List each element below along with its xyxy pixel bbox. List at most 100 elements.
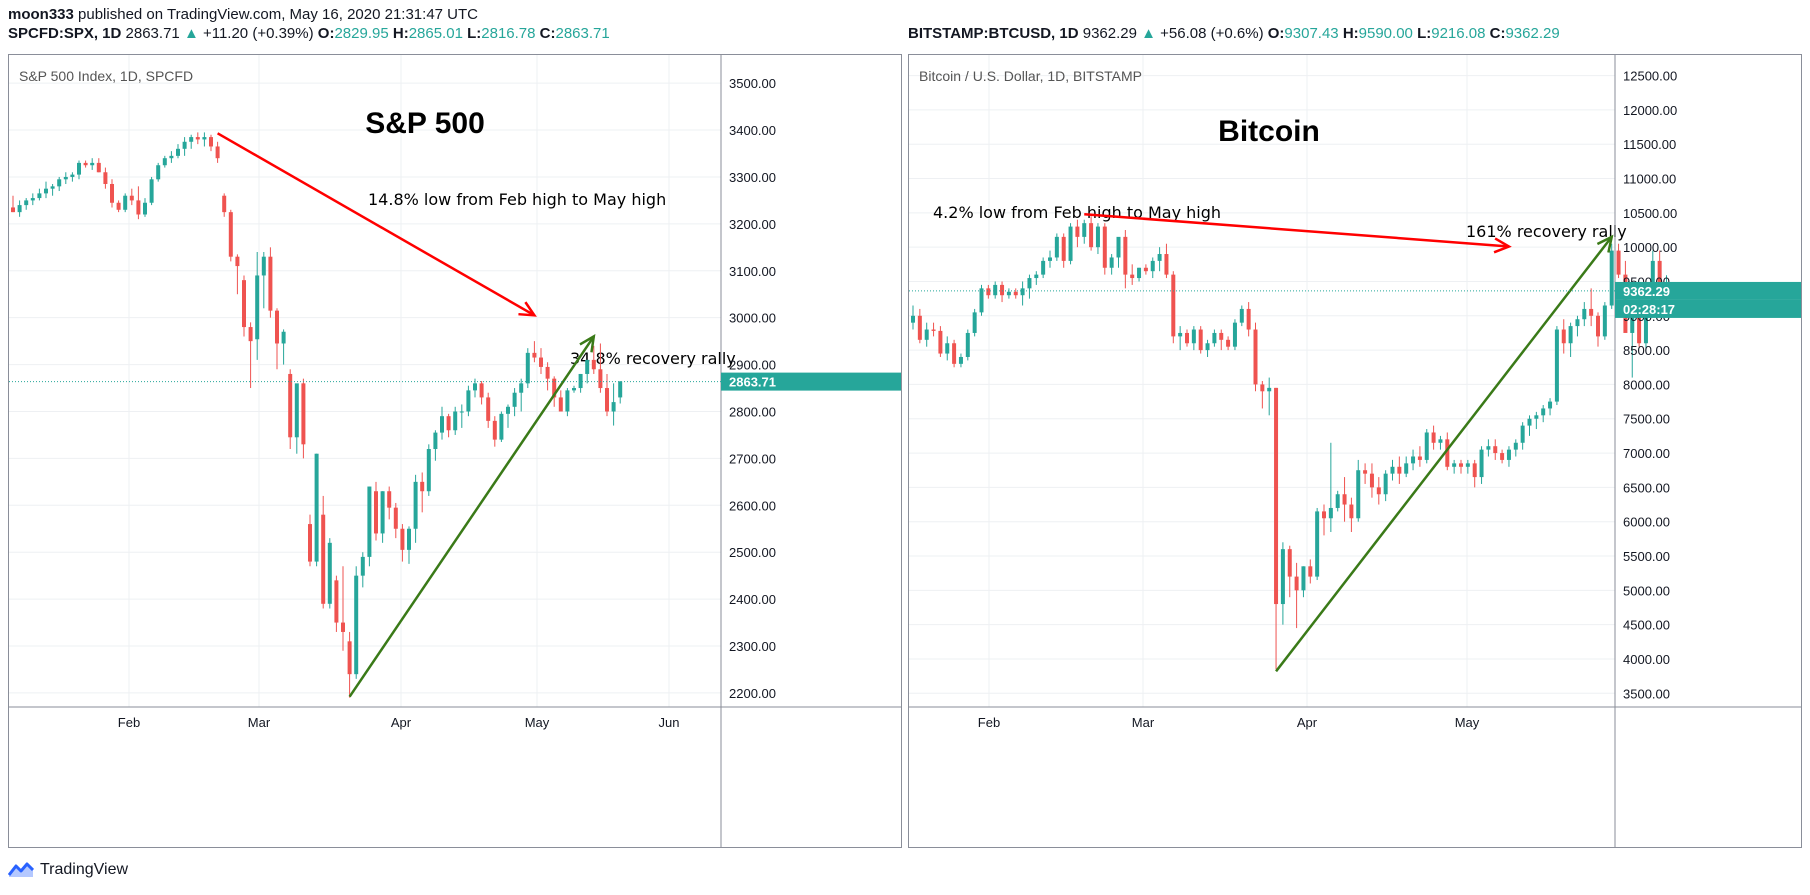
candle-body bbox=[1260, 384, 1265, 392]
candle bbox=[143, 198, 147, 217]
candle bbox=[1171, 271, 1176, 344]
candle-body bbox=[400, 528, 405, 550]
candle bbox=[426, 444, 431, 496]
candle-body bbox=[519, 383, 524, 393]
candle-body bbox=[1130, 274, 1135, 279]
candle-body bbox=[1356, 470, 1361, 519]
candle bbox=[209, 134, 213, 152]
candle bbox=[1041, 257, 1046, 279]
trend-arrow-shaft bbox=[1275, 236, 1613, 673]
candle bbox=[1239, 305, 1244, 327]
btc-symbol[interactable]: BITSTAMP:BTCUSD, 1D bbox=[908, 25, 1079, 42]
btc-chart[interactable]: Bitcoin / U.S. Dollar, 1D, BITSTAMP Bitc… bbox=[909, 55, 1801, 847]
candle-body bbox=[30, 198, 35, 201]
candle bbox=[136, 186, 141, 220]
candle-body bbox=[1171, 274, 1176, 337]
y-tick-label: 8500.00 bbox=[1623, 343, 1670, 358]
candle bbox=[1034, 271, 1039, 285]
y-tick-label: 2700.00 bbox=[729, 451, 776, 466]
candle-body bbox=[228, 212, 233, 257]
candle bbox=[57, 176, 62, 192]
author-name[interactable]: moon333 bbox=[8, 6, 74, 23]
candle bbox=[275, 308, 279, 370]
candle bbox=[1568, 322, 1573, 357]
candle-body bbox=[1459, 463, 1463, 467]
tradingview-logo-icon bbox=[8, 862, 34, 877]
candle bbox=[294, 383, 299, 454]
candle-body bbox=[552, 378, 557, 398]
candle-body bbox=[17, 205, 22, 213]
candle bbox=[248, 322, 253, 389]
candle bbox=[1260, 381, 1265, 409]
candle-body bbox=[618, 381, 623, 398]
candle-body bbox=[24, 200, 29, 206]
candle-body bbox=[1404, 463, 1409, 474]
candle bbox=[1212, 329, 1217, 347]
candle-body bbox=[958, 356, 963, 364]
candle-body bbox=[1150, 260, 1155, 272]
candle-body bbox=[952, 343, 957, 364]
candle-body bbox=[96, 162, 101, 173]
candle bbox=[44, 181, 48, 199]
candle bbox=[1000, 281, 1005, 303]
candle-body bbox=[136, 200, 141, 215]
spx-symbol[interactable]: SPCFD:SPX, 1D bbox=[8, 25, 122, 42]
candle-body bbox=[176, 148, 180, 156]
candle-body bbox=[473, 383, 477, 391]
candle bbox=[1575, 315, 1580, 337]
y-tick-label: 2600.00 bbox=[729, 498, 776, 513]
candle-body bbox=[367, 486, 372, 557]
candle-body bbox=[1411, 456, 1416, 464]
candle-body bbox=[459, 411, 464, 413]
candle bbox=[83, 160, 88, 168]
candle bbox=[578, 373, 583, 393]
green-trend-arrow bbox=[348, 334, 596, 698]
candle-body bbox=[248, 327, 253, 342]
candle bbox=[1082, 219, 1087, 244]
x-tick-label: May bbox=[1455, 715, 1480, 730]
candle bbox=[1602, 302, 1607, 340]
candle bbox=[354, 566, 359, 679]
candle bbox=[938, 326, 943, 357]
candle-body bbox=[215, 146, 220, 159]
candle bbox=[585, 359, 590, 384]
y-tick-label: 4000.00 bbox=[1623, 652, 1670, 667]
candle bbox=[11, 195, 15, 213]
spx-chart-panel[interactable]: S&P 500 Index, 1D, SPCFD S&P 500 14.8% l… bbox=[8, 54, 902, 848]
candle-body bbox=[1212, 332, 1217, 344]
candle-body bbox=[374, 491, 378, 534]
candle-body bbox=[1280, 549, 1285, 605]
y-tick-label: 6500.00 bbox=[1623, 480, 1670, 495]
x-tick-label: Mar bbox=[248, 715, 271, 730]
y-tick-label: 5000.00 bbox=[1623, 583, 1670, 598]
candle-body bbox=[1246, 308, 1251, 330]
candle bbox=[63, 172, 68, 184]
candle-body bbox=[169, 155, 174, 159]
candle bbox=[558, 390, 563, 412]
candle-body bbox=[116, 202, 121, 210]
trend-arrow-shaft bbox=[1084, 212, 1510, 248]
candle-body bbox=[1582, 308, 1587, 320]
candle bbox=[1068, 223, 1073, 265]
btc-chart-panel[interactable]: Bitcoin / U.S. Dollar, 1D, BITSTAMP Bitc… bbox=[908, 54, 1802, 848]
candle-body bbox=[506, 406, 510, 414]
candle bbox=[1582, 302, 1587, 327]
candle-body bbox=[924, 329, 929, 340]
candle-body bbox=[1294, 576, 1299, 591]
tradingview-brand[interactable]: TradingView bbox=[40, 861, 129, 878]
candle bbox=[1143, 264, 1148, 275]
candle-body bbox=[1390, 466, 1395, 474]
candle-body bbox=[1308, 566, 1313, 577]
spx-chart[interactable]: S&P 500 Index, 1D, SPCFD S&P 500 14.8% l… bbox=[9, 55, 901, 847]
tradingview-footer[interactable]: TradingView bbox=[8, 858, 128, 882]
candle bbox=[1397, 456, 1402, 484]
candle-body bbox=[1335, 494, 1340, 508]
candle-body bbox=[1424, 432, 1429, 460]
candle-body bbox=[1506, 449, 1511, 460]
y-tick-label: 10500.00 bbox=[1623, 206, 1677, 221]
candle bbox=[924, 322, 929, 347]
candle bbox=[1061, 233, 1066, 268]
candle bbox=[1205, 339, 1210, 357]
candle-body bbox=[1143, 267, 1148, 272]
candle-body bbox=[1527, 418, 1532, 426]
